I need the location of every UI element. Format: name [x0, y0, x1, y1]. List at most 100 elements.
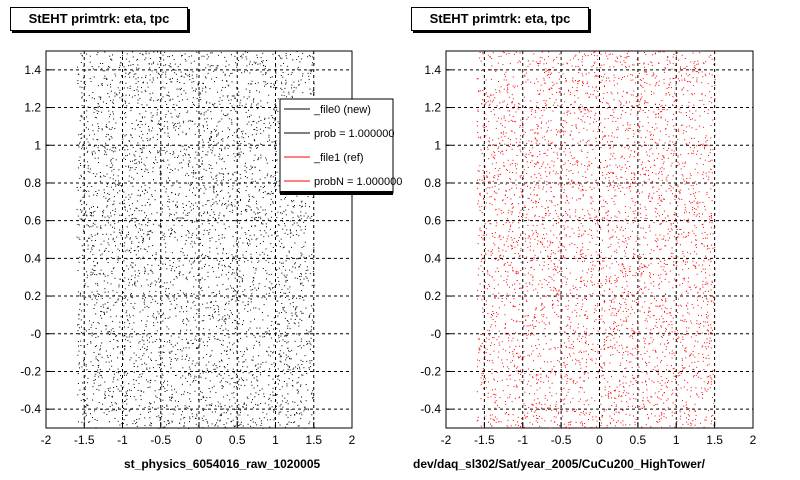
scatter-point [303, 299, 305, 301]
scatter-point [267, 82, 269, 84]
scatter-point [179, 311, 181, 313]
scatter-point [148, 406, 150, 408]
scatter-point [686, 305, 688, 307]
scatter-point [86, 239, 88, 241]
scatter-point [212, 150, 213, 152]
scatter-point [80, 186, 82, 188]
scatter-point [170, 233, 172, 234]
scatter-point [196, 154, 198, 156]
scatter-point [113, 113, 114, 115]
scatter-point [259, 169, 261, 171]
scatter-point [270, 83, 272, 84]
scatter-point [172, 200, 174, 202]
scatter-point [187, 75, 189, 77]
scatter-point [194, 319, 196, 321]
scatter-point [113, 330, 115, 332]
scatter-point [272, 391, 274, 393]
scatter-point [145, 190, 147, 191]
scatter-point [255, 267, 257, 269]
scatter-point [296, 333, 298, 335]
scatter-point [298, 377, 300, 378]
scatter-point [143, 248, 145, 250]
scatter-point [300, 273, 302, 274]
scatter-point [91, 298, 93, 300]
y-tick-label: 0.6 [24, 214, 41, 228]
scatter-point [161, 416, 163, 418]
scatter-point [481, 374, 483, 376]
scatter-point [306, 373, 308, 374]
scatter-point [124, 237, 126, 239]
scatter-point [228, 257, 229, 259]
scatter-point [634, 174, 636, 176]
scatter-point [109, 341, 111, 342]
scatter-point [112, 348, 114, 350]
scatter-point [85, 363, 87, 365]
scatter-point [139, 127, 141, 128]
scatter-point [164, 317, 166, 319]
scatter-point [209, 338, 211, 340]
scatter-point [179, 113, 181, 115]
scatter-point [216, 422, 218, 424]
scatter-point [481, 299, 483, 301]
scatter-point [171, 350, 173, 352]
scatter-point [201, 245, 203, 246]
scatter-point [300, 283, 302, 285]
scatter-point [84, 81, 86, 83]
scatter-point [194, 417, 196, 419]
scatter-point [285, 354, 287, 356]
scatter-point [290, 422, 292, 423]
scatter-point [156, 99, 158, 101]
scatter-point [188, 428, 190, 429]
scatter-point [252, 374, 254, 376]
scatter-point [167, 380, 169, 382]
scatter-point [152, 77, 154, 79]
scatter-point [276, 87, 278, 89]
scatter-point [170, 303, 172, 305]
scatter-point [264, 191, 266, 193]
scatter-point [129, 389, 130, 391]
scatter-point [656, 157, 658, 159]
scatter-point [250, 289, 252, 291]
scatter-point [188, 347, 190, 349]
scatter-point [213, 427, 215, 429]
scatter-point [86, 53, 88, 55]
scatter-point [107, 307, 109, 309]
scatter-point [273, 122, 274, 124]
scatter-point [91, 186, 93, 187]
scatter-point [224, 315, 226, 317]
scatter-point [124, 270, 125, 272]
scatter-point [170, 112, 172, 114]
scatter-point [199, 212, 201, 214]
scatter-point [485, 202, 487, 204]
scatter-point [234, 156, 236, 158]
scatter-point [89, 55, 91, 57]
scatter-point [235, 252, 237, 254]
scatter-point [87, 121, 89, 123]
scatter-point [538, 187, 540, 189]
scatter-point [79, 309, 81, 311]
scatter-point [159, 364, 161, 366]
scatter-point [677, 184, 679, 186]
scatter-point [135, 236, 137, 238]
scatter-point [136, 237, 138, 239]
scatter-point [306, 217, 308, 219]
scatter-point [192, 342, 194, 344]
scatter-point [248, 136, 249, 138]
scatter-point [173, 297, 175, 299]
scatter-point [610, 236, 612, 238]
scatter-point [216, 190, 217, 192]
scatter-point [196, 68, 198, 70]
scatter-point [148, 246, 150, 248]
scatter-point [264, 285, 266, 287]
scatter-point [565, 212, 567, 214]
scatter-point [564, 398, 566, 400]
scatter-point [250, 209, 252, 211]
scatter-point [228, 334, 230, 336]
scatter-point [199, 118, 201, 120]
scatter-point [160, 173, 162, 175]
scatter-point [143, 353, 145, 355]
scatter-point [259, 178, 261, 180]
scatter-point [578, 108, 580, 110]
scatter-point [246, 58, 248, 60]
scatter-point [288, 323, 290, 325]
